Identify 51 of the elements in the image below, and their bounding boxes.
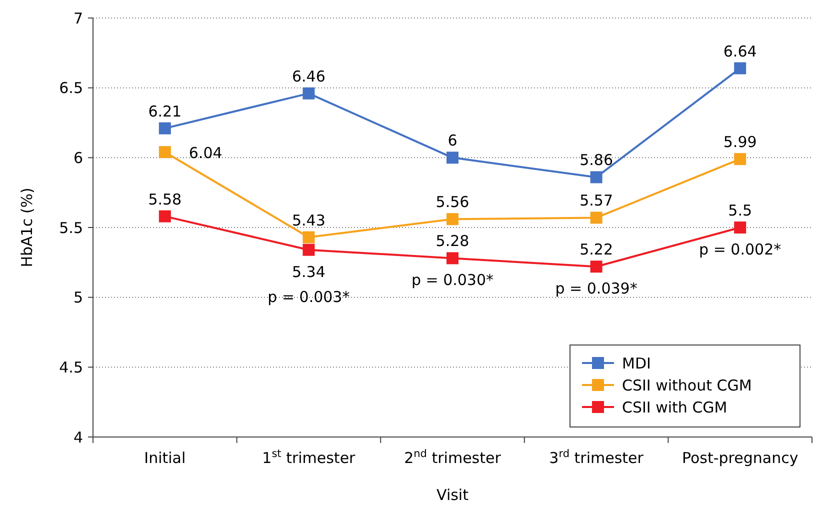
x-tick-label: 2$^{nd}$ trimester xyxy=(404,448,502,467)
point xyxy=(446,252,458,264)
point xyxy=(590,212,602,224)
data-label: 5.5 xyxy=(728,202,752,220)
data-label: 6.64 xyxy=(723,42,757,60)
y-tick-label: 4.5 xyxy=(59,358,83,376)
annotation: p = 0.002* xyxy=(699,240,782,258)
point xyxy=(158,210,171,222)
point xyxy=(158,146,171,158)
y-axis-title: HbA1c (%) xyxy=(18,188,36,268)
point xyxy=(734,153,746,166)
data-label: 5.56 xyxy=(436,193,470,212)
point xyxy=(302,87,315,100)
x-tick-label: 1$^{st}$ trimester xyxy=(262,448,356,467)
y-tick-label: 5 xyxy=(73,288,83,307)
point xyxy=(590,260,602,273)
y-tick-label: 5.5 xyxy=(59,218,83,237)
point xyxy=(302,231,315,244)
legend-label: MDI xyxy=(622,354,651,372)
y-tick-label: 7 xyxy=(73,9,83,28)
y-tick-label: 6 xyxy=(73,148,83,167)
annotation: p = 0.030* xyxy=(411,271,494,290)
data-label: 5.86 xyxy=(580,151,614,170)
point xyxy=(446,152,458,164)
x-tick-label: 3$^{rd}$ trimester xyxy=(549,448,644,467)
point xyxy=(734,222,746,234)
y-tick-label: 6.5 xyxy=(59,79,83,98)
x-tick-label: Initial xyxy=(144,449,186,467)
y-tick-label: 4 xyxy=(73,428,83,446)
data-label: 5.43 xyxy=(292,211,326,230)
point xyxy=(590,171,602,184)
data-label: 6.46 xyxy=(292,67,326,86)
x-tick-label: Post-pregnancy xyxy=(682,449,798,467)
legend-label: CSII without CGM xyxy=(622,376,752,394)
point xyxy=(302,244,315,256)
data-label: 6.21 xyxy=(148,102,182,120)
annotation: p = 0.039* xyxy=(555,280,638,298)
annotation: p = 0.003* xyxy=(268,288,350,306)
point xyxy=(734,62,746,74)
data-label: 5.99 xyxy=(723,133,757,152)
data-label: 5.28 xyxy=(436,232,470,250)
data-label: 5.22 xyxy=(580,240,614,259)
point xyxy=(446,213,458,226)
data-label: 5.57 xyxy=(580,192,614,210)
data-label: 5.34 xyxy=(292,262,326,281)
data-label: 6.04 xyxy=(188,144,222,162)
data-label: 5.58 xyxy=(148,190,182,208)
point xyxy=(158,122,171,134)
data-label: 6 xyxy=(448,132,458,150)
x-axis-title: Visit xyxy=(436,486,469,504)
legend-label: CSII with CGM xyxy=(622,398,728,416)
